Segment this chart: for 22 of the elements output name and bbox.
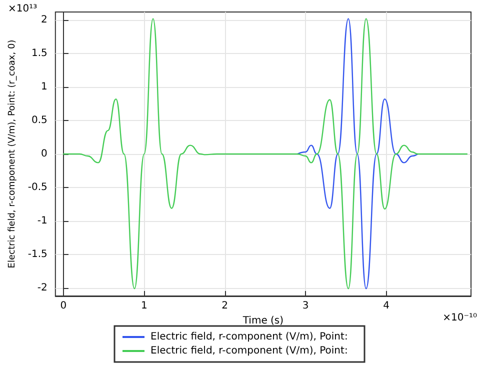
text: ×10⁻¹⁰ (442, 312, 478, 324)
line-series (296, 18, 418, 290)
x-tick-label: 1 (140, 300, 148, 312)
y-tick-label: 0.5 (32, 115, 48, 126)
x-tick-label: 2 (222, 300, 228, 312)
y-axis-title: Electric field, r-component (V/m), Point: (r_coax, 0) (8, 40, 18, 268)
y-tick-label: 2 (41, 14, 48, 26)
x-axis-title: Time (s) (242, 315, 284, 326)
x-tick-label: 3 (302, 300, 309, 312)
legend-label: Electric field, r-component (V/m), Point: (150, 346, 348, 356)
y-tick-label: -0.5 (28, 182, 48, 193)
text: ×10¹³ (8, 4, 38, 14)
y-tick-label: 1.5 (32, 48, 48, 60)
y-tick-label: -1.5 (28, 248, 48, 260)
line-series (62, 18, 468, 290)
x-tick-label: 0 (60, 300, 67, 312)
x-tick-label: 4 (383, 300, 390, 312)
y-tick-label: -2 (37, 282, 48, 294)
y-tick-label: -1 (37, 215, 48, 226)
legend-label: Electric field, r-component (V/m), Point: (150, 332, 348, 342)
y-tick-label: 0 (41, 148, 48, 160)
y-tick-label: 1 (41, 82, 48, 93)
